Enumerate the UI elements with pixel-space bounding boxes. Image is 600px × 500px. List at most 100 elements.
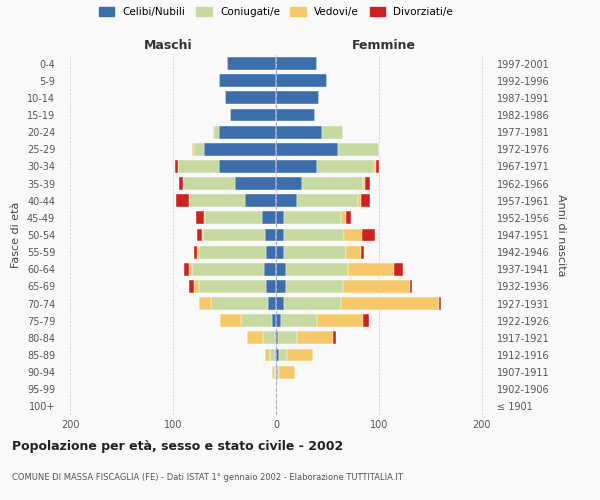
Bar — [332, 332, 335, 344]
Legend: Celibi/Nubili, Coniugati/e, Vedovi/e, Divorziati/e: Celibi/Nubili, Coniugati/e, Vedovi/e, Di… — [95, 2, 457, 21]
Bar — [317, 314, 364, 327]
Bar — [191, 263, 263, 276]
Bar — [296, 332, 332, 344]
Bar — [220, 126, 276, 138]
Bar — [266, 246, 276, 258]
Bar — [317, 160, 374, 173]
Y-axis label: Fasce di età: Fasce di età — [11, 202, 21, 268]
Bar — [194, 280, 199, 293]
Bar — [276, 400, 277, 413]
Bar — [265, 228, 276, 241]
Bar — [348, 263, 394, 276]
Bar — [262, 212, 276, 224]
Bar — [279, 366, 295, 378]
Bar — [276, 143, 338, 156]
Bar — [338, 143, 379, 156]
Bar — [284, 297, 341, 310]
Bar — [194, 143, 204, 156]
Bar — [284, 246, 346, 258]
Bar — [263, 263, 276, 276]
Bar — [202, 228, 203, 241]
Bar — [362, 228, 375, 241]
Bar — [287, 348, 313, 362]
Bar — [184, 177, 235, 190]
Bar — [275, 332, 276, 344]
Bar — [276, 383, 277, 396]
Bar — [276, 194, 296, 207]
Bar — [376, 160, 379, 173]
Bar — [266, 280, 276, 293]
Bar — [175, 160, 178, 173]
Bar — [276, 212, 284, 224]
Bar — [199, 246, 266, 258]
Bar — [276, 57, 317, 70]
Bar — [302, 177, 364, 190]
Bar — [296, 194, 358, 207]
Bar — [199, 280, 266, 293]
Bar — [364, 314, 368, 327]
Bar — [188, 194, 245, 207]
Bar — [272, 366, 274, 378]
Bar — [247, 332, 263, 344]
Bar — [188, 280, 194, 293]
Bar — [272, 314, 276, 327]
Bar — [220, 314, 241, 327]
Bar — [263, 332, 275, 344]
Bar — [213, 126, 214, 138]
Bar — [265, 348, 270, 362]
Text: Popolazione per età, sesso e stato civile - 2002: Popolazione per età, sesso e stato civil… — [12, 440, 343, 453]
Bar — [204, 143, 276, 156]
Bar — [276, 348, 279, 362]
Text: Femmine: Femmine — [352, 38, 416, 52]
Bar — [286, 263, 348, 276]
Bar — [344, 228, 362, 241]
Bar — [374, 160, 376, 173]
Bar — [281, 314, 317, 327]
Bar — [197, 228, 202, 241]
Bar — [394, 263, 403, 276]
Bar — [275, 348, 276, 362]
Bar — [276, 177, 302, 190]
Bar — [365, 177, 370, 190]
Bar — [276, 263, 286, 276]
Bar — [230, 108, 276, 122]
Bar — [274, 366, 276, 378]
Bar — [211, 297, 268, 310]
Bar — [179, 177, 184, 190]
Bar — [278, 332, 296, 344]
Bar — [276, 314, 281, 327]
Bar — [276, 108, 315, 122]
Bar — [284, 228, 344, 241]
Bar — [214, 126, 220, 138]
Bar — [241, 314, 272, 327]
Text: COMUNE DI MASSA FISCAGLIA (FE) - Dati ISTAT 1° gennaio 2002 - Elaborazione TUTTI: COMUNE DI MASSA FISCAGLIA (FE) - Dati IS… — [12, 473, 403, 482]
Bar — [276, 246, 284, 258]
Bar — [276, 74, 328, 87]
Bar — [341, 297, 439, 310]
Bar — [276, 92, 319, 104]
Bar — [346, 212, 351, 224]
Bar — [364, 177, 365, 190]
Bar — [276, 228, 284, 241]
Bar — [358, 194, 361, 207]
Bar — [188, 263, 191, 276]
Bar — [341, 212, 346, 224]
Bar — [439, 297, 440, 310]
Bar — [279, 348, 287, 362]
Bar — [361, 246, 364, 258]
Bar — [197, 246, 199, 258]
Bar — [184, 263, 188, 276]
Bar — [245, 194, 276, 207]
Bar — [204, 212, 205, 224]
Bar — [199, 297, 211, 310]
Bar — [268, 297, 276, 310]
Y-axis label: Anni di nascita: Anni di nascita — [556, 194, 566, 276]
Bar — [220, 160, 276, 173]
Bar — [276, 126, 322, 138]
Bar — [276, 366, 279, 378]
Bar — [276, 332, 278, 344]
Bar — [191, 143, 194, 156]
Bar — [343, 280, 410, 293]
Bar — [203, 228, 265, 241]
Bar — [205, 212, 262, 224]
